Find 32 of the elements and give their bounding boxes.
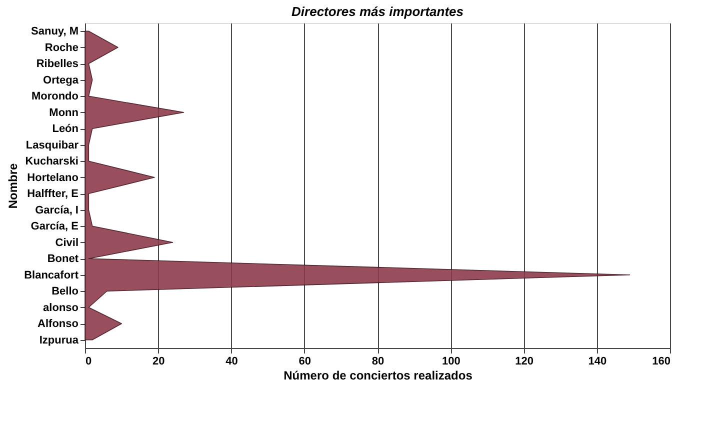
y-tick-label: alonso — [43, 302, 79, 314]
chart-title: Directores más importantes — [292, 4, 464, 19]
y-tick-label: Ribelles — [36, 58, 78, 70]
x-tick-label: 40 — [226, 356, 238, 368]
y-tick-label: Sanuy, M — [31, 26, 78, 38]
y-tick-label: Halffter, E — [27, 188, 78, 200]
y-tick-label: Civil — [55, 236, 78, 249]
x-tick-label: 0 — [86, 356, 92, 368]
y-axis-title: Nombre — [6, 163, 20, 209]
y-tick-label: Kucharski — [25, 156, 78, 168]
x-tick-label: 100 — [442, 356, 460, 368]
y-tick-label: León — [52, 123, 79, 136]
y-tick-label: Morondo — [31, 90, 79, 103]
y-tick-label: Alfonso — [38, 318, 79, 330]
y-tick-label: Lasquibar — [26, 139, 80, 152]
x-tick-label: 160 — [652, 356, 670, 368]
x-tick-label: 20 — [152, 356, 165, 368]
y-tick-label: Hortelano — [27, 172, 79, 184]
y-tick-label: Ortega — [43, 74, 80, 86]
y-tick-label: García, E — [30, 220, 78, 233]
y-tick-label: Roche — [44, 42, 78, 54]
x-axis-title: Número de conciertos realizados — [284, 368, 473, 382]
x-tick-label: 140 — [588, 356, 607, 368]
x-tick-label: 120 — [515, 356, 534, 368]
y-tick-label: Izpurua — [39, 334, 80, 346]
y-tick-label: Monn — [49, 106, 79, 119]
y-tick-label: García, I — [35, 204, 78, 216]
y-tick-label: Bonet — [47, 253, 79, 266]
y-tick-label: Bello — [52, 286, 79, 298]
x-tick-label: 80 — [372, 356, 384, 368]
y-tick-label: Blancafort — [24, 269, 79, 282]
x-tick-label: 60 — [298, 356, 311, 368]
